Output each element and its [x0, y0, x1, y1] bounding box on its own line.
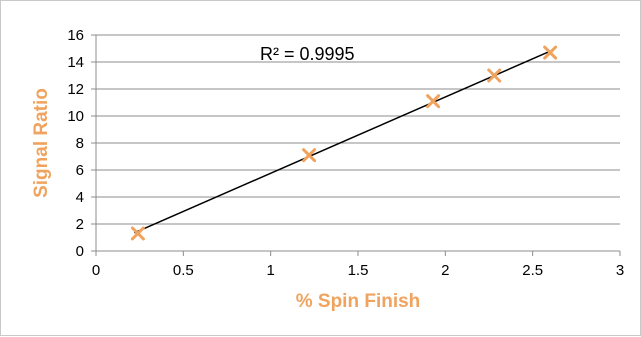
y-tick-label: 10	[67, 108, 84, 125]
y-tick-label: 12	[67, 81, 84, 98]
data-point	[426, 94, 441, 109]
x-tick-label: 0.5	[173, 262, 194, 279]
data-point	[130, 226, 145, 241]
y-tick-label: 8	[76, 135, 84, 152]
gridlines	[96, 34, 620, 225]
data-point	[543, 45, 558, 60]
x-tick-label: 3	[616, 262, 624, 279]
x-tick-label: 0	[92, 262, 100, 279]
data-points	[130, 45, 558, 241]
data-point	[302, 148, 317, 163]
y-tick-label: 4	[76, 189, 84, 206]
x-tick-label: 2	[441, 262, 449, 279]
axes	[91, 34, 621, 256]
y-tick-label: 6	[76, 162, 84, 179]
x-tick-label: 1.5	[348, 262, 369, 279]
y-tick-label: 0	[76, 243, 84, 260]
tick-labels: 0 2 4 6 8 10 12 14 16 0 0.5 1 1.5 2 2.5 3	[67, 27, 624, 279]
trendline-layer	[134, 50, 551, 234]
y-tick-label: 16	[67, 27, 84, 44]
data-point	[487, 68, 502, 83]
x-tick-label: 2.5	[522, 262, 543, 279]
x-axis-title: % Spin Finish	[296, 291, 421, 312]
y-tick-label: 2	[76, 216, 84, 233]
x-tick-label: 1	[266, 262, 274, 279]
y-tick-label: 14	[67, 54, 84, 71]
trendline	[134, 50, 551, 234]
y-axis-title: Signal Ratio	[31, 88, 52, 198]
r-squared-annotation: R² = 0.9995	[260, 44, 355, 64]
